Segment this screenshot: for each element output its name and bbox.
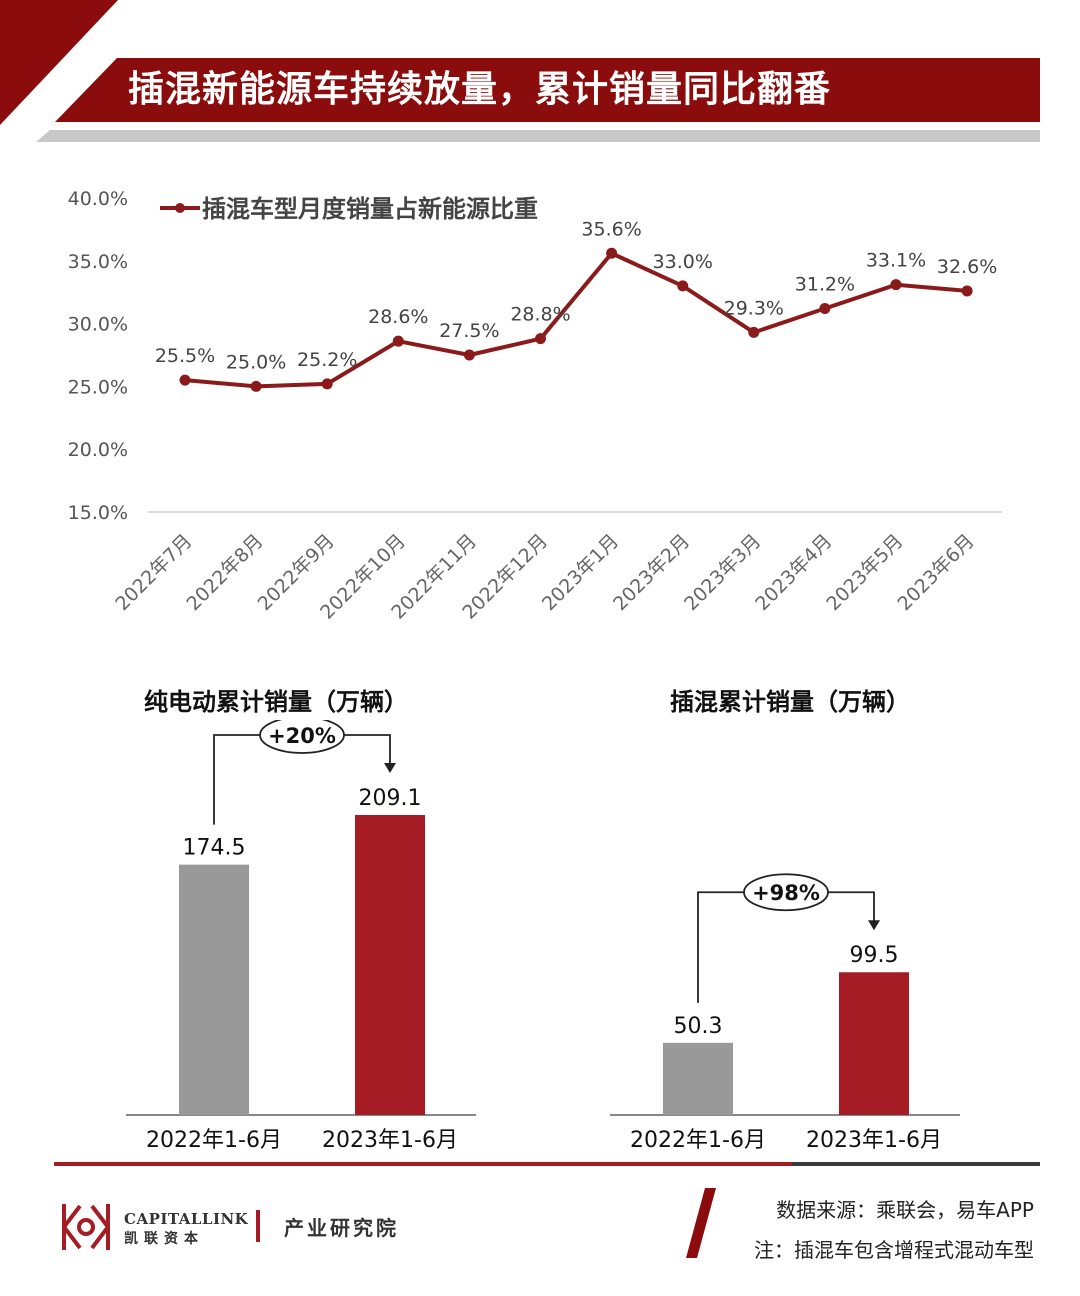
bar-category-label: 2022年1-6月: [146, 1128, 282, 1153]
footnote: 注：插混车包含增程式混动车型: [754, 1238, 1034, 1262]
growth-badge: [743, 873, 829, 912]
bar-category-label: 2022年1-6月: [630, 1128, 766, 1153]
logo-text-cn: 凯联资本: [124, 1231, 204, 1247]
y-tick-label: 25.0%: [68, 376, 128, 398]
data-label: 33.0%: [653, 251, 713, 273]
chart-legend: 插混车型月度销量占新能源比重: [160, 195, 538, 223]
x-tick-label: 2023年4月: [751, 530, 836, 615]
x-tick-label: 2022年8月: [182, 530, 267, 615]
data-label: 25.5%: [155, 345, 215, 367]
data-label: 25.0%: [226, 351, 286, 373]
data-point: [748, 326, 760, 338]
y-tick-label: 35.0%: [68, 251, 128, 273]
data-point: [535, 333, 546, 345]
footer-divider-dark: [792, 1162, 1040, 1166]
data-label: 28.6%: [368, 306, 428, 328]
data-point: [321, 378, 333, 390]
logo-text-en: CAPITALLINK: [124, 1210, 249, 1228]
y-tick-label: 30.0%: [68, 314, 128, 336]
x-tick-label: 2023年5月: [822, 530, 907, 615]
series-line: [184, 251, 968, 389]
data-label: 25.2%: [297, 349, 357, 371]
bar: [839, 972, 909, 1115]
footer-divider-red: [54, 1162, 792, 1166]
data-label: 27.5%: [439, 320, 499, 342]
x-tick-label: 2022年7月: [111, 530, 196, 615]
data-point: [392, 335, 404, 347]
legend-label: 插混车型月度销量占新能源比重: [202, 195, 538, 223]
legend-marker: [175, 203, 185, 213]
y-tick-label: 20.0%: [68, 439, 128, 461]
data-point: [961, 285, 973, 297]
x-tick-label: 2023年1月: [538, 530, 623, 615]
bar-value-label: 50.3: [674, 1014, 723, 1039]
footer-slash-decoration: [686, 1188, 716, 1258]
bar-value-label: 99.5: [850, 943, 899, 968]
page-title: 插混新能源车持续放量，累计销量同比翻番: [128, 69, 832, 110]
data-source-note: 数据来源：乘联会，易车APP: [776, 1198, 1034, 1222]
data-point: [819, 303, 831, 315]
y-tick-label: 15.0%: [68, 502, 128, 524]
bar: [179, 864, 249, 1115]
data-label: 31.2%: [795, 274, 855, 296]
data-point: [463, 349, 475, 361]
institute-name: 产业研究院: [284, 1216, 399, 1240]
x-tick-label: 2023年3月: [680, 530, 765, 615]
x-tick-label: 2023年6月: [893, 530, 978, 615]
bar-chart-title-bev: 纯电动累计销量（万辆）: [144, 688, 408, 716]
title-banner: [55, 58, 1040, 122]
growth-badge: [259, 720, 345, 754]
x-tick-label: 2023年2月: [609, 530, 694, 615]
data-label: 32.6%: [937, 256, 997, 278]
line-chart: 40.0% 35.0% 30.0% 25.0% 20.0% 15.0% 插混车型月度销量占…: [68, 188, 1002, 624]
data-label: 35.6%: [581, 218, 641, 240]
growth-label: +98%: [752, 881, 820, 905]
bar-chart-bev: 174.5 2022年1-6月 209.1 2023年1-6月 +20%: [126, 720, 476, 1153]
bar-chart-phev: 50.3 2022年1-6月 99.5 2023年1-6月 +98%: [610, 873, 960, 1153]
arrow-down-icon: [868, 920, 880, 931]
data-point: [677, 280, 689, 292]
arrow-down-icon: [384, 763, 396, 773]
bar-value-label: 174.5: [183, 836, 246, 861]
data-point: [179, 374, 191, 386]
data-point: [890, 279, 902, 291]
bar-value-label: 209.1: [359, 786, 422, 811]
growth-label: +20%: [268, 724, 336, 748]
bar: [663, 1042, 733, 1115]
data-label: 29.3%: [724, 297, 784, 319]
data-point: [606, 247, 618, 259]
data-label: 28.8%: [510, 304, 570, 326]
logo-separator: [256, 1210, 260, 1242]
bar: [355, 815, 425, 1115]
title-underline: [36, 130, 1040, 142]
data-point: [250, 380, 262, 392]
capitallink-logo-icon: [62, 1204, 110, 1250]
y-tick-label: 40.0%: [68, 188, 128, 210]
bar-category-label: 2023年1-6月: [806, 1128, 942, 1153]
data-label: 33.1%: [866, 250, 926, 272]
bar-chart-title-phev: 插混累计销量（万辆）: [670, 688, 910, 716]
bar-category-label: 2023年1-6月: [322, 1128, 458, 1153]
